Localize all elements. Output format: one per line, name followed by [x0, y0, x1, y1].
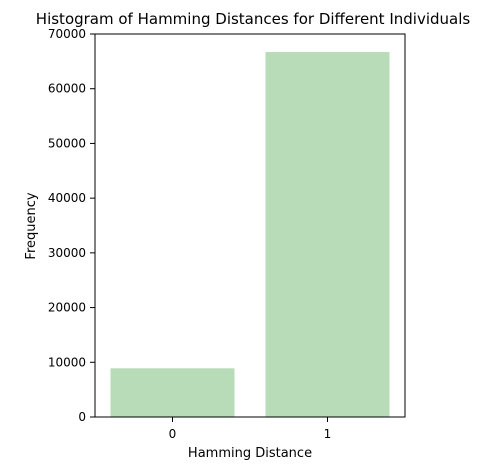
bars-group	[110, 52, 390, 417]
y-tick-label-30000: 30000	[48, 246, 86, 260]
y-tick-label-70000: 70000	[48, 27, 86, 41]
y-tick-label-40000: 40000	[48, 191, 86, 205]
bar-1	[265, 52, 390, 417]
y-tick-label-20000: 20000	[48, 301, 86, 315]
bar-0	[110, 368, 235, 417]
y-tick-label-10000: 10000	[48, 355, 86, 369]
y-axis: 0 10000 20000 30000 40000 50000 60000 70000	[48, 27, 95, 424]
y-tick-label-60000: 60000	[48, 82, 86, 96]
chart-title: Histogram of Hamming Distances for Diffe…	[36, 10, 471, 28]
plot-frame	[94, 33, 406, 418]
x-tick-label-0: 0	[169, 427, 177, 441]
x-tick-label-1: 1	[324, 427, 332, 441]
x-axis-label: Hamming Distance	[188, 446, 312, 461]
y-tick-label-50000: 50000	[48, 136, 86, 150]
y-tick-label-0: 0	[78, 410, 86, 424]
y-axis-label: Frequency	[24, 192, 39, 259]
